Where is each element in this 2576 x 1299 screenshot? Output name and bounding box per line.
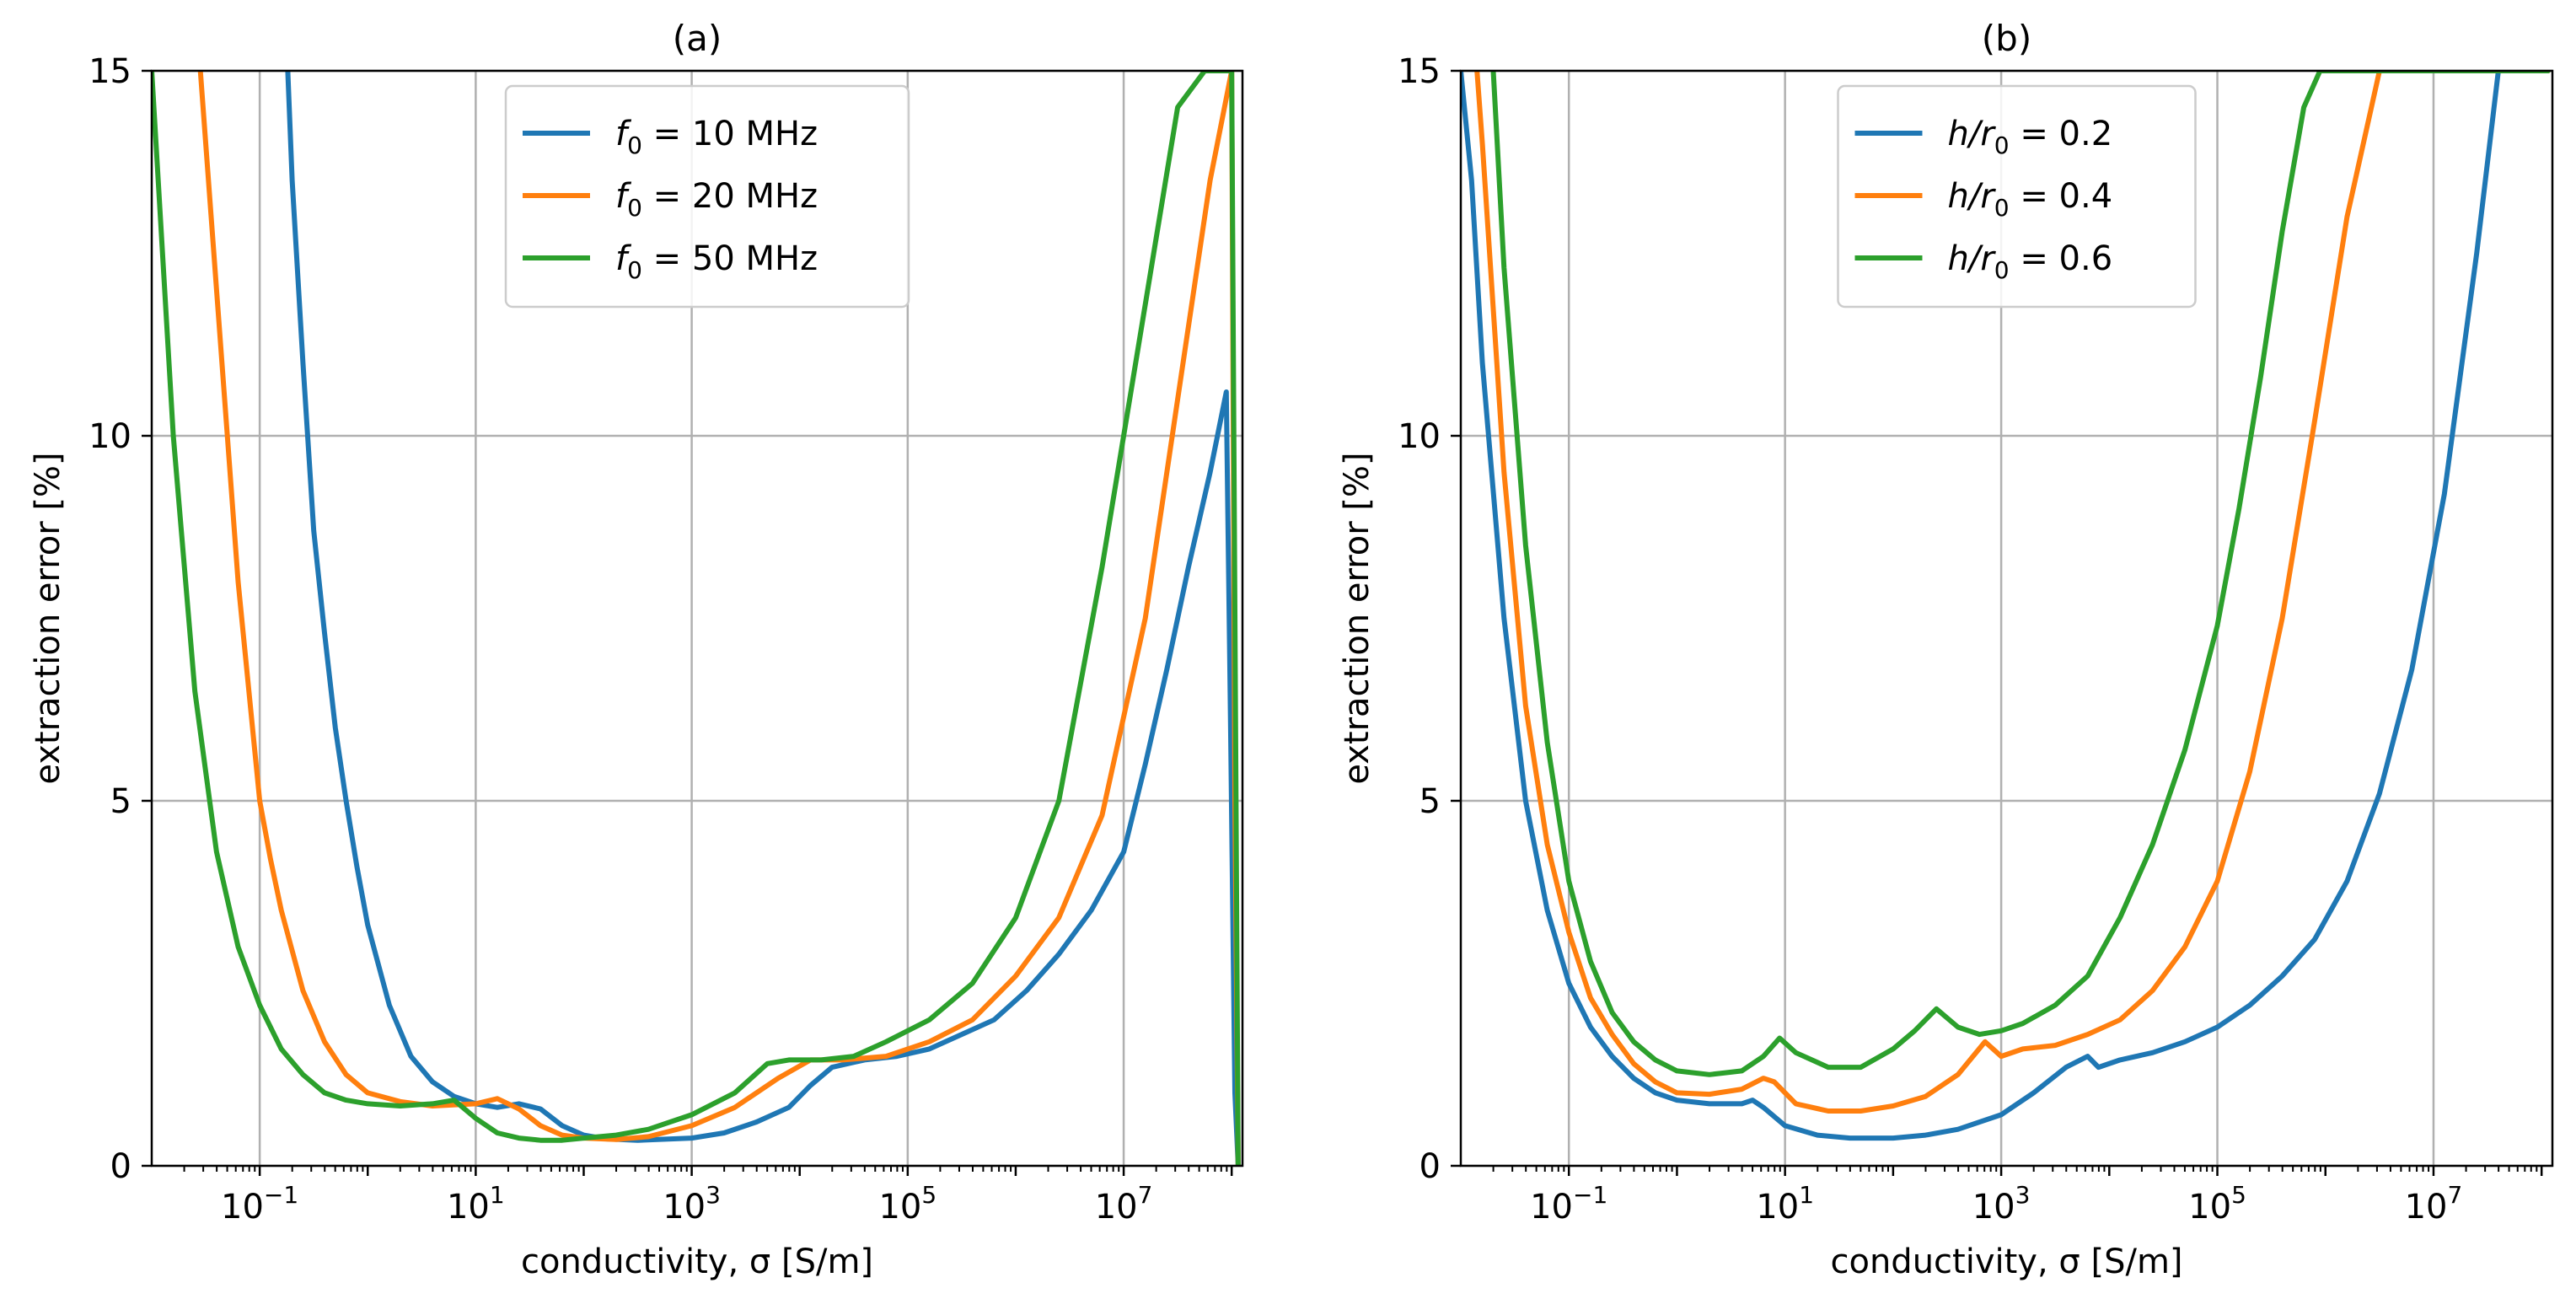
x-tick-label: 101 [447, 1181, 505, 1227]
series-line-2 [197, 71, 1241, 1166]
x-tick-label: 101 [1756, 1181, 1814, 1227]
x-tick-label: 103 [1972, 1181, 2031, 1227]
y-axis-label: extraction error [%] [29, 452, 67, 784]
series-line-2 [1474, 71, 2551, 1114]
y-tick-label: 0 [1419, 1147, 1441, 1186]
y-tick-label: 10 [89, 417, 131, 456]
x-tick-label: 105 [878, 1181, 936, 1227]
x-tick-label: 107 [1095, 1181, 1153, 1227]
axes-frame [1459, 69, 2554, 1167]
legend: f0 = 10 MHz f0 = 20 MHz f0 = 50 MHz [504, 84, 910, 309]
legend-label: h/r0 = 0.2 [1948, 115, 2113, 159]
chart-panel-a: 10−1 101 103 105 107 0 5 10 15 (a) conductivity, σ… [29, 18, 1244, 1281]
chart-panel-b: 10−1 101 103 105 107 0 5 10 15 (b) conductivity, σ… [1338, 18, 2554, 1281]
series-line-1 [1461, 71, 2551, 1141]
legend-box [1837, 84, 2197, 309]
chart-title: (a) [673, 18, 722, 59]
legend-item-2: h/r0 = 0.4 [1854, 177, 2113, 222]
y-axis-label: extraction error [%] [1338, 452, 1377, 784]
legend-label: f0 = 20 MHz [615, 177, 818, 222]
y-tick-label: 5 [1419, 782, 1441, 821]
legend-label: f0 = 10 MHz [615, 115, 818, 159]
legend-item-3: h/r0 = 0.6 [1854, 239, 2113, 284]
y-tick-label: 15 [1398, 52, 1441, 91]
legend: h/r0 = 0.2 h/r0 = 0.4 h/r0 = 0.6 [1837, 84, 2197, 309]
chart-title: (b) [1982, 18, 2031, 59]
y-tick-label: 10 [1398, 417, 1441, 456]
x-axis-label: conductivity, σ [S/m] [521, 1243, 873, 1281]
x-tick-label: 10−1 [221, 1181, 298, 1227]
legend-label: h/r0 = 0.4 [1948, 177, 2113, 222]
x-tick-label: 103 [663, 1181, 721, 1227]
y-tick-label: 0 [110, 1147, 131, 1186]
axes-frame [150, 69, 1244, 1167]
legend-label: f0 = 50 MHz [615, 239, 818, 284]
x-tick-label: 107 [2405, 1181, 2463, 1227]
legend-item-1: f0 = 10 MHz [523, 115, 818, 159]
y-tick-label: 15 [89, 52, 131, 91]
x-tick-label: 10−1 [1530, 1181, 1607, 1227]
legend-box [504, 84, 910, 309]
series-line-1 [285, 71, 1241, 1166]
legend-label: h/r0 = 0.6 [1948, 239, 2113, 284]
y-tick-label: 5 [110, 782, 131, 821]
series-line-3 [152, 71, 1241, 1166]
x-axis-label: conductivity, σ [S/m] [1830, 1243, 2182, 1281]
x-tick-label: 105 [2188, 1181, 2246, 1227]
legend-item-1: h/r0 = 0.2 [1854, 115, 2113, 159]
series-line-3 [1490, 71, 2551, 1077]
